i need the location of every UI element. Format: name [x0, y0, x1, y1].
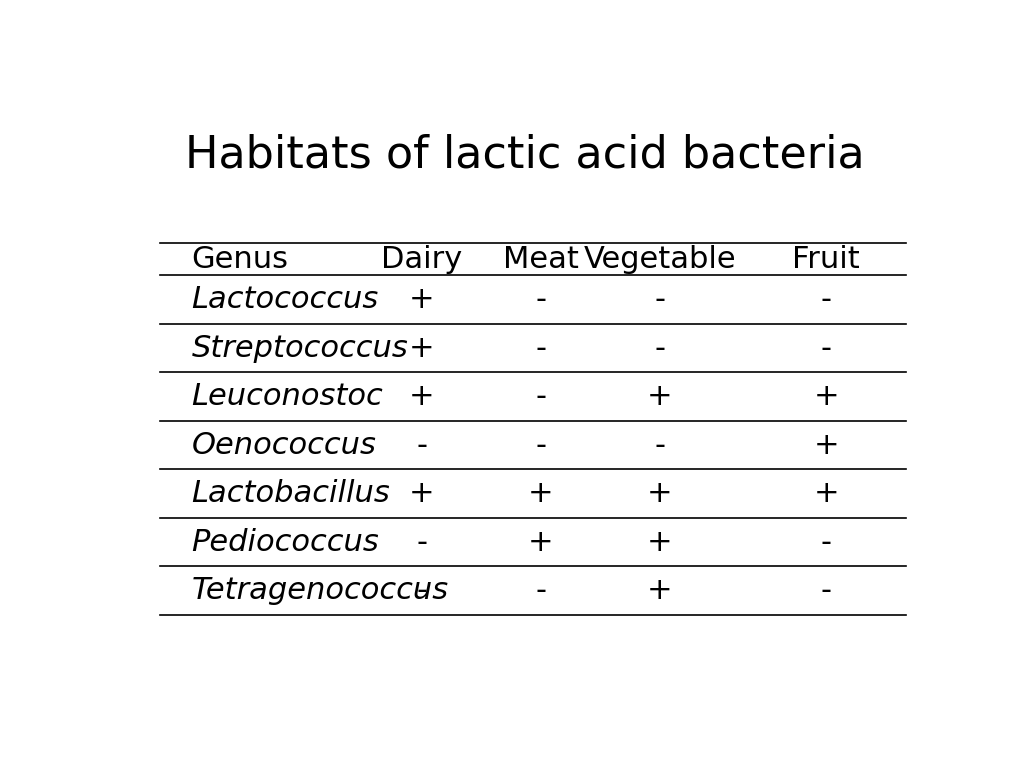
Text: Streptococcus: Streptococcus	[191, 334, 409, 362]
Text: Lactococcus: Lactococcus	[191, 285, 379, 314]
Text: +: +	[813, 382, 840, 411]
Text: +: +	[409, 285, 434, 314]
Text: -: -	[821, 334, 831, 362]
Text: +: +	[527, 528, 554, 557]
Text: -: -	[821, 528, 831, 557]
Text: -: -	[654, 431, 666, 460]
Text: +: +	[409, 334, 434, 362]
Text: Pediococcus: Pediococcus	[191, 528, 379, 557]
Text: -: -	[654, 334, 666, 362]
Text: Fruit: Fruit	[793, 245, 860, 273]
Text: +: +	[647, 576, 673, 605]
Text: +: +	[409, 382, 434, 411]
Text: +: +	[409, 479, 434, 508]
Text: -: -	[416, 528, 427, 557]
Text: Habitats of lactic acid bacteria: Habitats of lactic acid bacteria	[185, 134, 864, 177]
Text: Vegetable: Vegetable	[584, 245, 736, 273]
Text: Lactobacillus: Lactobacillus	[191, 479, 390, 508]
Text: +: +	[647, 528, 673, 557]
Text: -: -	[654, 285, 666, 314]
Text: +: +	[813, 431, 840, 460]
Text: -: -	[536, 382, 546, 411]
Text: Meat: Meat	[503, 245, 579, 273]
Text: -: -	[536, 576, 546, 605]
Text: -: -	[821, 285, 831, 314]
Text: -: -	[536, 431, 546, 460]
Text: +: +	[647, 382, 673, 411]
Text: -: -	[416, 576, 427, 605]
Text: Tetragenococcus: Tetragenococcus	[191, 576, 449, 605]
Text: -: -	[536, 334, 546, 362]
Text: Dairy: Dairy	[381, 245, 462, 273]
Text: -: -	[536, 285, 546, 314]
Text: -: -	[416, 431, 427, 460]
Text: +: +	[527, 479, 554, 508]
Text: +: +	[813, 479, 840, 508]
Text: -: -	[821, 576, 831, 605]
Text: Oenococcus: Oenococcus	[191, 431, 377, 460]
Text: Leuconostoc: Leuconostoc	[191, 382, 383, 411]
Text: +: +	[647, 479, 673, 508]
Text: Genus: Genus	[191, 245, 289, 273]
